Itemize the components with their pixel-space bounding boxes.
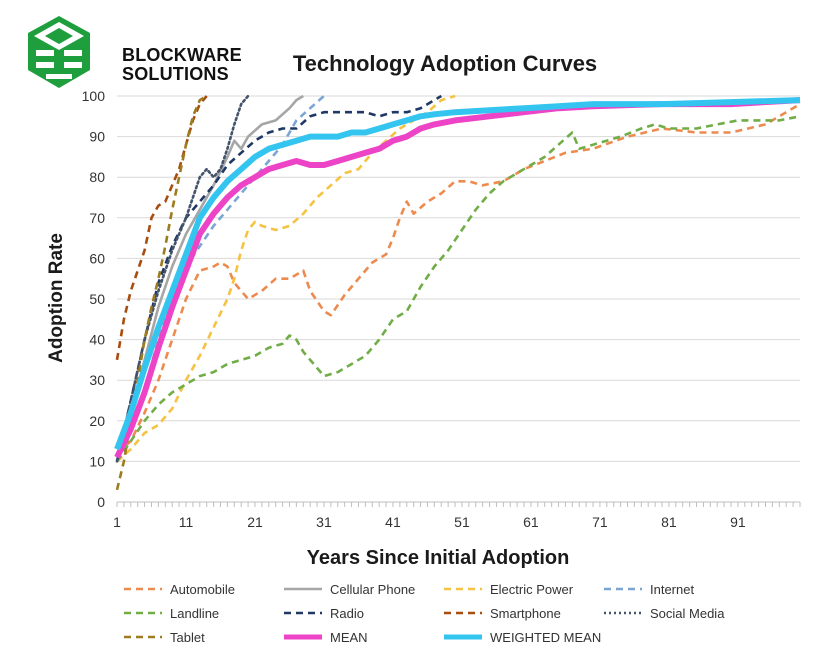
legend-label: Tablet xyxy=(170,629,205,645)
legend-label: Cellular Phone xyxy=(330,581,416,597)
y-axis-label: Adoption Rate xyxy=(46,233,67,363)
legend-label: WEIGHTED MEAN xyxy=(490,629,602,645)
legend-item-social-media: Social Media xyxy=(604,604,764,622)
x-tick-label: 81 xyxy=(661,514,677,530)
y-axis-ticks: 0 10 20 30 40 50 60 70 80 90 100 xyxy=(82,88,106,510)
brand-line-2: SOLUTIONS xyxy=(122,64,229,84)
series-line-landline xyxy=(115,115,801,463)
legend-swatch xyxy=(444,585,482,593)
legend-swatch xyxy=(444,633,482,641)
y-tick-label: 50 xyxy=(89,291,105,307)
series-line-internet xyxy=(115,95,325,462)
x-tick-label: 51 xyxy=(454,514,470,530)
blockware-cube-logo-icon xyxy=(28,16,90,88)
legend-item-cellular-phone: Cellular Phone xyxy=(284,580,444,598)
x-tick-label: 31 xyxy=(316,514,332,530)
legend-label: Automobile xyxy=(170,581,236,597)
legend-item-smartphone: Smartphone xyxy=(444,604,604,622)
series-line-mean xyxy=(114,97,801,459)
brand-line-1: BLOCKWARE xyxy=(122,45,242,65)
x-axis-label: Years Since Initial Adoption xyxy=(307,547,570,569)
y-tick-label: 100 xyxy=(82,88,106,104)
y-tick-label: 40 xyxy=(89,332,105,348)
legend-item-automobile: Automobile xyxy=(124,580,284,598)
legend-item-weighted-mean: WEIGHTED MEAN xyxy=(444,628,604,646)
chart-legend: Automobile Cellular Phone Electric Power In… xyxy=(124,580,764,646)
y-tick-label: 0 xyxy=(97,494,105,510)
series-line-smartphone xyxy=(115,95,208,361)
chart-grid xyxy=(117,95,800,503)
legend-swatch xyxy=(284,633,322,641)
legend-item-radio: Radio xyxy=(284,604,444,622)
chart-title: Technology Adoption Curves xyxy=(293,51,597,76)
legend-label: Landline xyxy=(170,605,220,621)
legend-item-landline: Landline xyxy=(124,604,284,622)
x-tick-label: 41 xyxy=(385,514,401,530)
legend-item-internet: Internet xyxy=(604,580,764,598)
series-line-weighted-mean xyxy=(114,97,801,451)
legend-label: Radio xyxy=(330,605,364,621)
legend-swatch xyxy=(604,609,642,617)
legend-swatch xyxy=(284,609,322,617)
y-tick-label: 10 xyxy=(89,453,105,469)
legend-label: MEAN xyxy=(330,629,368,645)
x-tick-label: 11 xyxy=(179,514,194,530)
y-tick-label: 90 xyxy=(89,129,105,145)
y-tick-label: 70 xyxy=(89,210,105,226)
legend-swatch xyxy=(124,633,162,641)
legend-swatch xyxy=(124,585,162,593)
brand-logo: BLOCKWARE SOLUTIONS xyxy=(24,14,242,90)
x-tick-label: 61 xyxy=(523,514,539,530)
x-tick-label: 91 xyxy=(730,514,746,530)
legend-swatch xyxy=(284,585,322,593)
legend-label: Internet xyxy=(650,581,695,597)
y-tick-label: 80 xyxy=(89,169,105,185)
x-axis-ticks: 1 11 21 31 41 51 61 71 81 91 xyxy=(113,502,801,530)
legend-item-mean: MEAN xyxy=(284,628,444,646)
legend-swatch xyxy=(604,585,642,593)
y-tick-label: 60 xyxy=(89,250,105,266)
series-line-electric-power xyxy=(116,94,456,463)
x-tick-label: 71 xyxy=(592,514,608,530)
series-line-radio xyxy=(115,94,442,462)
legend-swatch xyxy=(444,609,482,617)
x-tick-label: 21 xyxy=(247,514,263,530)
x-tick-label: 1 xyxy=(113,514,121,530)
legend-label: Smartphone xyxy=(490,605,561,621)
series-line-automobile xyxy=(116,102,801,455)
legend-label: Social Media xyxy=(650,605,725,621)
y-tick-label: 30 xyxy=(89,372,105,388)
legend-label: Electric Power xyxy=(490,581,574,597)
y-tick-label: 20 xyxy=(89,413,105,429)
legend-swatch xyxy=(124,609,162,617)
series-line-cellular-phone xyxy=(115,94,304,462)
legend-item-electric-power: Electric Power xyxy=(444,580,604,598)
legend-item-tablet: Tablet xyxy=(124,628,284,646)
chart-series xyxy=(114,94,801,491)
